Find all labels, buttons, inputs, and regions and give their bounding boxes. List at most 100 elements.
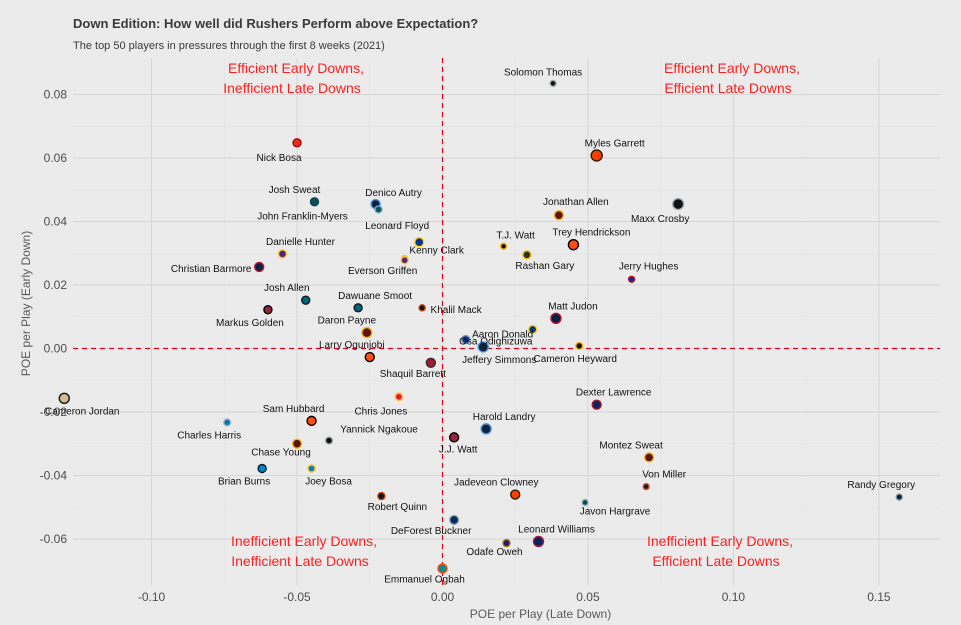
data-point bbox=[364, 351, 375, 363]
data-point bbox=[477, 341, 489, 353]
x-tick-label: 0.15 bbox=[867, 590, 891, 604]
data-point bbox=[277, 249, 288, 259]
y-tick-label: -0.02 bbox=[40, 405, 68, 419]
point-label: Leonard Floyd bbox=[365, 221, 429, 232]
point-label: Joey Bosa bbox=[305, 476, 352, 487]
data-point bbox=[591, 399, 602, 410]
point-label: Von Miller bbox=[642, 470, 687, 481]
data-point bbox=[394, 392, 404, 401]
data-point bbox=[532, 535, 545, 548]
y-tick-label: 0.08 bbox=[44, 88, 68, 102]
data-point bbox=[254, 261, 265, 273]
data-point bbox=[567, 238, 580, 251]
data-point bbox=[58, 392, 70, 405]
y-tick-label: 0.06 bbox=[44, 151, 68, 165]
point-label: Aaron Donald bbox=[472, 329, 533, 340]
data-point bbox=[448, 432, 460, 443]
point-label: Myles Garrett bbox=[585, 138, 645, 149]
point-label: Jeffery Simmons bbox=[462, 355, 536, 366]
point-label: Markus Golden bbox=[216, 318, 284, 329]
data-point bbox=[549, 79, 557, 88]
point-label: Jadeveon Clowney bbox=[454, 478, 539, 489]
point-label: Cameron Heyward bbox=[534, 354, 617, 365]
quadrant-label-top-right: Efficient Late Downs bbox=[664, 80, 791, 96]
point-label: Trey Hendrickson bbox=[552, 228, 630, 239]
quadrant-label-bottom-left: Inefficient Late Downs bbox=[231, 553, 369, 569]
data-point bbox=[527, 324, 538, 335]
y-tick-label: 0.00 bbox=[44, 341, 68, 355]
data-point bbox=[642, 482, 650, 491]
quadrant-label-bottom-right: Inefficient Early Downs, bbox=[647, 533, 793, 549]
data-point bbox=[553, 209, 565, 221]
point-label: Daron Payne bbox=[318, 316, 377, 327]
data-point bbox=[590, 149, 603, 162]
point-label: Maxx Crosby bbox=[631, 214, 689, 225]
data-point bbox=[418, 304, 426, 312]
data-point bbox=[643, 452, 655, 463]
data-point bbox=[377, 491, 386, 501]
point-label: Chase Young bbox=[251, 448, 311, 459]
data-point bbox=[400, 256, 409, 265]
data-point bbox=[353, 303, 363, 313]
data-point bbox=[461, 334, 471, 345]
data-point bbox=[307, 464, 316, 473]
y-tick-label: -0.06 bbox=[40, 532, 68, 546]
point-label: Emmanuel Ogbah bbox=[384, 574, 465, 585]
quadrant-label-bottom-right: Efficient Late Downs bbox=[652, 553, 779, 569]
quadrant-label-bottom-left: Inefficient Early Downs, bbox=[231, 533, 377, 549]
point-label: Rashan Gary bbox=[515, 261, 574, 272]
x-axis-label: POE per Play (Late Down) bbox=[470, 607, 611, 621]
y-tick-label: -0.04 bbox=[40, 468, 68, 482]
point-label: Odafe Oweh bbox=[466, 547, 522, 558]
point-label: J.J. Watt bbox=[439, 444, 478, 455]
point-label: Kenny Clark bbox=[409, 246, 464, 257]
point-label: T.J. Watt bbox=[496, 230, 535, 241]
data-point bbox=[414, 236, 425, 248]
point-label: Josh Sweat bbox=[269, 185, 321, 196]
data-point bbox=[581, 498, 589, 507]
point-label: Robert Quinn bbox=[368, 502, 427, 513]
data-point bbox=[306, 415, 317, 427]
point-label: Khalil Mack bbox=[431, 305, 483, 316]
point-label: Jerry Hughes bbox=[619, 261, 678, 272]
chart-subtitle: The top 50 players in pressures through … bbox=[73, 40, 385, 52]
data-point bbox=[671, 197, 685, 211]
data-point bbox=[499, 242, 508, 250]
point-label: Jonathan Allen bbox=[543, 197, 609, 208]
data-point bbox=[361, 326, 373, 339]
data-point bbox=[448, 514, 460, 526]
point-label: Josh Allen bbox=[264, 283, 310, 294]
data-point bbox=[324, 436, 334, 445]
point-label: Solomon Thomas bbox=[504, 67, 582, 78]
point-label: Matt Judon bbox=[548, 301, 597, 312]
y-tick-label: 0.04 bbox=[44, 214, 68, 228]
x-tick-label: 0.05 bbox=[576, 590, 600, 604]
point-label: Leonard Williams bbox=[518, 525, 595, 536]
data-point bbox=[522, 250, 532, 260]
quadrant-label-top-left: Efficient Early Downs, bbox=[228, 60, 364, 76]
point-label: John Franklin-Myers bbox=[257, 211, 348, 222]
point-label: Shaquil Barrett bbox=[380, 369, 446, 380]
data-point bbox=[425, 357, 437, 368]
point-label: Chris Jones bbox=[354, 407, 407, 418]
point-label: Charles Harris bbox=[177, 430, 241, 441]
x-tick-label: 0.10 bbox=[722, 590, 746, 604]
point-label: Dawuane Smoot bbox=[338, 291, 412, 302]
y-axis-label: POE per Play (Early Down) bbox=[19, 231, 33, 376]
x-tick-label: 0.00 bbox=[431, 590, 455, 604]
data-point bbox=[309, 197, 320, 207]
point-label: Everson Griffen bbox=[348, 266, 417, 277]
point-label: Osa Odighizuwa bbox=[459, 337, 533, 348]
data-point bbox=[263, 305, 273, 315]
point-label: Denico Autry bbox=[365, 188, 422, 199]
point-label: Montez Sweat bbox=[599, 440, 663, 451]
data-point bbox=[502, 538, 511, 548]
point-label: Cameron Jordan bbox=[45, 406, 119, 417]
data-point bbox=[627, 275, 636, 283]
data-point bbox=[480, 423, 492, 435]
point-label: Javon Hargrave bbox=[580, 506, 651, 517]
quadrant-label-top-right: Efficient Early Downs, bbox=[664, 60, 800, 76]
point-label: Brian Burns bbox=[218, 476, 270, 487]
